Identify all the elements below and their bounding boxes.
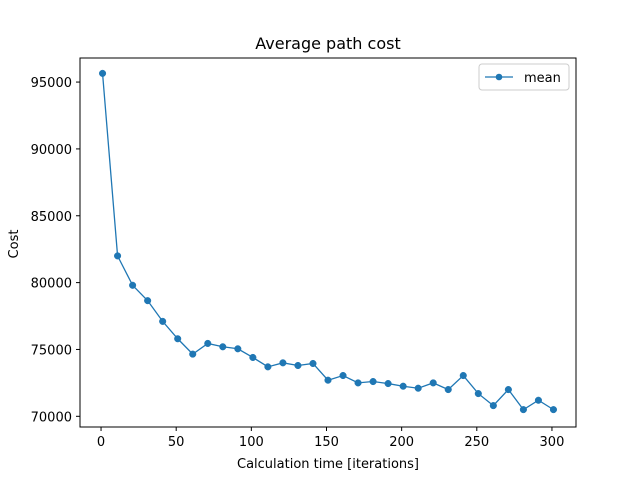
data-point bbox=[129, 281, 137, 289]
data-point bbox=[339, 371, 347, 380]
data-point bbox=[474, 390, 482, 398]
y-tick-label: 75000 bbox=[31, 343, 72, 358]
data-point bbox=[144, 297, 152, 305]
y-axis-label: Cost bbox=[7, 230, 22, 259]
y-tick-label: 95000 bbox=[31, 76, 72, 91]
data-point bbox=[294, 361, 302, 370]
y-tick-label: 85000 bbox=[31, 210, 72, 225]
data-point bbox=[249, 353, 257, 362]
data-point bbox=[234, 345, 242, 353]
x-axis: 0 50 100 150 200 250 300 bbox=[97, 427, 564, 450]
x-tick-label: 250 bbox=[464, 435, 489, 450]
data-point bbox=[309, 359, 317, 368]
x-tick-label: 50 bbox=[168, 435, 185, 450]
data-point bbox=[174, 335, 182, 343]
data-point bbox=[444, 386, 452, 394]
legend-label: mean bbox=[524, 71, 561, 86]
x-tick-label: 150 bbox=[314, 435, 339, 450]
legend-marker bbox=[495, 73, 503, 81]
data-point bbox=[219, 343, 227, 351]
plot-area bbox=[79, 57, 577, 428]
x-tick-label: 0 bbox=[97, 435, 105, 450]
data-point bbox=[264, 363, 272, 371]
data-point bbox=[519, 406, 527, 414]
y-axis: 70000 75000 80000 85000 90000 95000 bbox=[31, 76, 80, 425]
data-point bbox=[414, 384, 422, 392]
data-point bbox=[98, 69, 107, 77]
data-point bbox=[429, 379, 437, 387]
data-point bbox=[459, 371, 467, 380]
data-point bbox=[399, 382, 407, 390]
legend-box bbox=[478, 63, 570, 91]
y-tick-label: 90000 bbox=[31, 143, 72, 158]
data-point bbox=[354, 379, 362, 387]
data-point bbox=[324, 376, 332, 384]
x-tick-label: 200 bbox=[389, 435, 414, 450]
data-point bbox=[189, 350, 197, 358]
chart-title: Average path cost bbox=[255, 34, 400, 53]
legend: mean bbox=[478, 63, 570, 91]
y-tick-label: 70000 bbox=[31, 410, 72, 425]
data-point bbox=[549, 406, 558, 414]
data-point bbox=[534, 396, 542, 404]
x-tick-label: 100 bbox=[239, 435, 264, 450]
data-point bbox=[384, 379, 392, 388]
data-point bbox=[114, 252, 122, 260]
plot-frame bbox=[79, 57, 577, 428]
y-tick-label: 80000 bbox=[31, 277, 72, 292]
x-tick-label: 300 bbox=[540, 435, 565, 450]
data-point bbox=[369, 377, 377, 386]
series-layer bbox=[98, 69, 558, 414]
data-point bbox=[504, 386, 512, 394]
x-axis-label: Calculation time [iterations] bbox=[237, 457, 419, 472]
data-point bbox=[489, 402, 497, 410]
data-point bbox=[279, 359, 287, 367]
data-point bbox=[204, 339, 212, 347]
data-point bbox=[159, 317, 167, 325]
